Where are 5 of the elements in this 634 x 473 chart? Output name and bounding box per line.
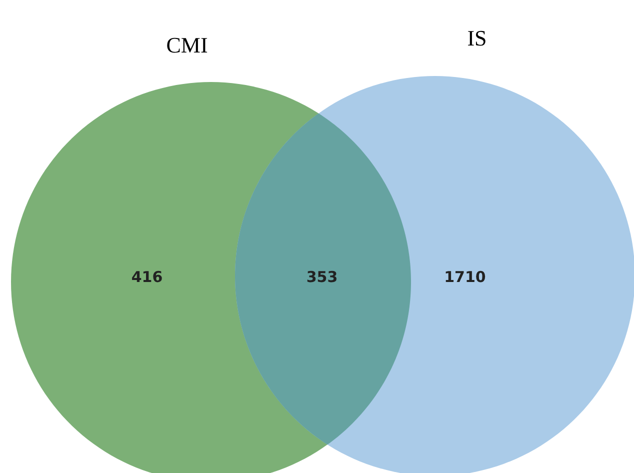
text: CMI	[166, 32, 208, 58]
data-label: 416	[131, 268, 163, 286]
text: IS	[467, 26, 487, 50]
data-label: 1710	[444, 268, 486, 286]
data-label: 353	[306, 268, 338, 286]
